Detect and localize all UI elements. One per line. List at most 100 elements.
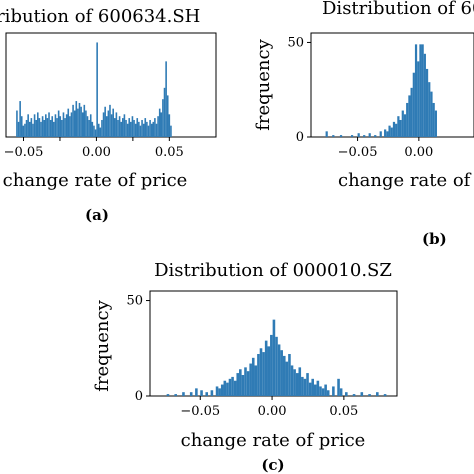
- histogram-bar-a: [96, 42, 98, 138]
- histogram-bar-b: [410, 87, 413, 137]
- histogram-bar-c: [195, 388, 198, 396]
- histogram-bar-c: [236, 373, 240, 396]
- histogram-bar-c: [306, 373, 309, 396]
- histogram-bar-c: [282, 355, 286, 396]
- histogram-bar-c: [205, 392, 209, 396]
- histogram-bar-a: [110, 114, 113, 137]
- histogram-bar-a: [81, 112, 84, 137]
- histogram-bar-a: [49, 119, 52, 137]
- histogram-bar-a: [77, 108, 79, 137]
- histogram-bar-c: [272, 319, 276, 396]
- x-tick-label-a: 0.05: [155, 145, 184, 160]
- histogram-bar-a: [80, 106, 82, 137]
- histogram-bar-b: [412, 72, 415, 137]
- histogram-bar-a: [150, 123, 153, 137]
- y-tick-label-c: 50: [126, 294, 143, 309]
- histogram-bar-c: [352, 394, 356, 396]
- axes-b: −0.05 0.00 0 50: [287, 32, 474, 160]
- histogram-bar-a: [102, 112, 105, 137]
- histogram-bar-b: [432, 102, 435, 137]
- histogram-bar-a: [17, 121, 20, 137]
- histogram-bar-c: [270, 334, 273, 396]
- histogram-bar-a: [139, 125, 142, 137]
- histogram-bar-c: [368, 394, 371, 396]
- histogram-bar-c: [218, 388, 221, 396]
- histogram-bar-b: [421, 44, 424, 137]
- histogram-bar-b: [428, 82, 431, 137]
- histogram-bar-a: [67, 108, 70, 137]
- histogram-bar-a: [89, 114, 92, 137]
- histogram-bar-c: [241, 375, 245, 396]
- histogram-bar-a: [45, 114, 47, 137]
- histogram-bar-a: [48, 112, 50, 137]
- bars-c: [166, 319, 387, 396]
- histogram-bar-b: [363, 135, 366, 137]
- histogram-bar-a: [165, 61, 167, 137]
- histogram-bar-c: [251, 357, 255, 396]
- histogram-bar-a: [65, 114, 68, 137]
- histogram-bar-b: [388, 125, 391, 137]
- histogram-bar-a: [88, 119, 90, 137]
- histogram-bar-c: [200, 390, 203, 396]
- histogram-bar-c: [319, 386, 322, 396]
- histogram-bar-c: [293, 369, 296, 396]
- chart-title-c: Distribution of 000010.SZ: [154, 260, 392, 281]
- x-axis-label-c: change rate of price: [181, 430, 366, 451]
- histogram-bar-c: [311, 378, 314, 396]
- histogram-bar-a: [163, 87, 166, 137]
- histogram-bar-a: [126, 123, 129, 137]
- histogram-bar-a: [19, 101, 21, 137]
- histogram-bar-b: [419, 44, 422, 137]
- histogram-bar-a: [54, 114, 57, 137]
- histogram-bar-a: [117, 119, 119, 137]
- histogram-bar-a: [160, 112, 163, 137]
- y-axis-label-b: frequency: [253, 38, 274, 130]
- histogram-bar-a: [170, 125, 172, 137]
- histogram-bar-c: [257, 354, 260, 396]
- histogram-bar-a: [142, 123, 145, 137]
- histogram-bar-b: [325, 131, 328, 137]
- histogram-bar-a: [93, 125, 95, 137]
- histogram-bar-a: [155, 123, 158, 137]
- histogram-bar-a: [25, 119, 28, 137]
- histogram-bar-c: [332, 386, 335, 396]
- x-axis-label-a: change rate of price: [3, 170, 188, 191]
- bars-a: [16, 42, 172, 138]
- histogram-bar-c: [360, 392, 364, 396]
- x-tick-label-c: 0.00: [258, 404, 287, 419]
- histogram-bar-c: [189, 392, 193, 396]
- bars-b: [325, 44, 437, 137]
- histogram-bar-c: [324, 384, 327, 396]
- histogram-bar-a: [136, 118, 139, 137]
- histogram-bar-b: [406, 102, 409, 137]
- y-axis-label-c: frequency: [92, 299, 113, 391]
- histogram-bar-a: [128, 118, 131, 137]
- panel-label-b: (b): [422, 230, 447, 248]
- histogram-bar-a: [99, 127, 102, 137]
- histogram-bar-a: [149, 119, 151, 137]
- histogram-bar-a: [16, 110, 18, 137]
- histogram-bar-a: [85, 110, 87, 137]
- histogram-bar-a: [113, 118, 116, 137]
- histogram-bar-b: [397, 116, 400, 137]
- histogram-bar-b: [390, 127, 393, 137]
- histogram-bar-a: [20, 116, 23, 137]
- histogram-bar-a: [120, 121, 123, 137]
- histogram-bar-c: [326, 390, 330, 396]
- histogram-bar-c: [285, 361, 289, 396]
- histogram-bar-a: [105, 116, 108, 137]
- histogram-panel-c: Distribution of 000010.SZ frequency −0.0…: [92, 260, 398, 474]
- histogram-bar-c: [295, 373, 299, 396]
- histogram-bar-a: [109, 104, 111, 137]
- histogram-bar-a: [138, 121, 140, 137]
- y-tick-label-b: 50: [287, 35, 304, 50]
- histogram-bar-c: [337, 378, 340, 396]
- histogram-bar-a: [122, 118, 124, 137]
- histogram-bar-a: [75, 101, 78, 137]
- histogram-bar-a: [152, 121, 155, 137]
- histogram-bar-a: [83, 104, 86, 137]
- histogram-bar-c: [226, 382, 229, 396]
- histogram-bar-c: [280, 350, 283, 396]
- histogram-bar-a: [28, 121, 31, 137]
